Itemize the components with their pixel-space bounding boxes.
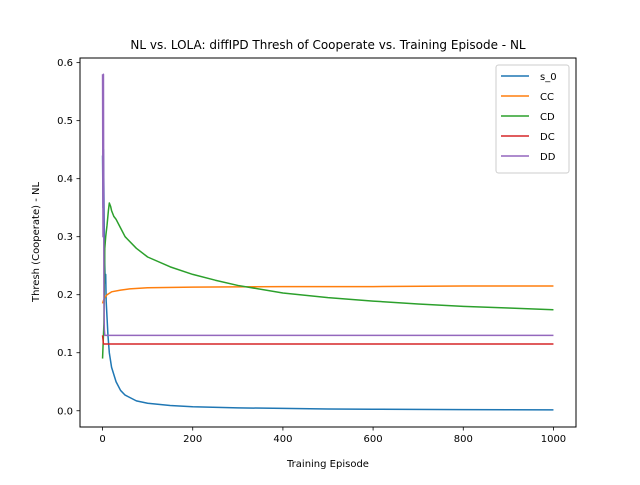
- y-tick-label: 0.4: [57, 174, 73, 185]
- series-line-DC: [101, 335, 554, 345]
- y-tick-label: 0.6: [57, 58, 73, 69]
- x-axis-label: Training Episode: [286, 459, 369, 470]
- x-tick-label: 200: [183, 434, 202, 445]
- y-tick-label: 0.0: [57, 406, 73, 417]
- plot-lines: [101, 73, 554, 411]
- series-line-CD: [101, 202, 554, 359]
- x-tick-label: 800: [454, 434, 473, 445]
- series-line-CC: [101, 285, 554, 304]
- plot-frame: [79, 57, 577, 428]
- series-line-s_0: [101, 148, 554, 411]
- x-tick-label: 600: [364, 434, 383, 445]
- y-axis-label: Thresh (Cooperate) - NL: [31, 182, 42, 303]
- legend: s_0 CC CD DC DD: [495, 64, 570, 174]
- y-tick-label: 0.2: [57, 290, 73, 301]
- legend-box: [495, 64, 570, 174]
- y-axis: 0.0 0.1 0.2 0.3 0.4 0.5 0.6: [57, 58, 80, 417]
- y-tick-label: 0.5: [57, 116, 73, 127]
- y-tick-label: 0.1: [57, 348, 73, 359]
- legend-label-s_0: s_0: [540, 72, 557, 83]
- legend-label-CC: CC: [540, 92, 554, 103]
- y-tick-label: 0.3: [57, 232, 73, 243]
- series-line-DD: [101, 73, 554, 337]
- x-tick-label: 0: [99, 434, 105, 445]
- legend-label-DD: DD: [540, 152, 556, 163]
- legend-label-CD: CD: [540, 112, 555, 123]
- x-tick-label: 400: [273, 434, 292, 445]
- x-axis: 0 200 400 600 800 1000: [99, 427, 566, 445]
- chart-title: NL vs. LOLA: diffIPD Thresh of Cooperate…: [130, 38, 526, 52]
- legend-label-DC: DC: [540, 132, 555, 143]
- x-tick-label: 1000: [541, 434, 566, 445]
